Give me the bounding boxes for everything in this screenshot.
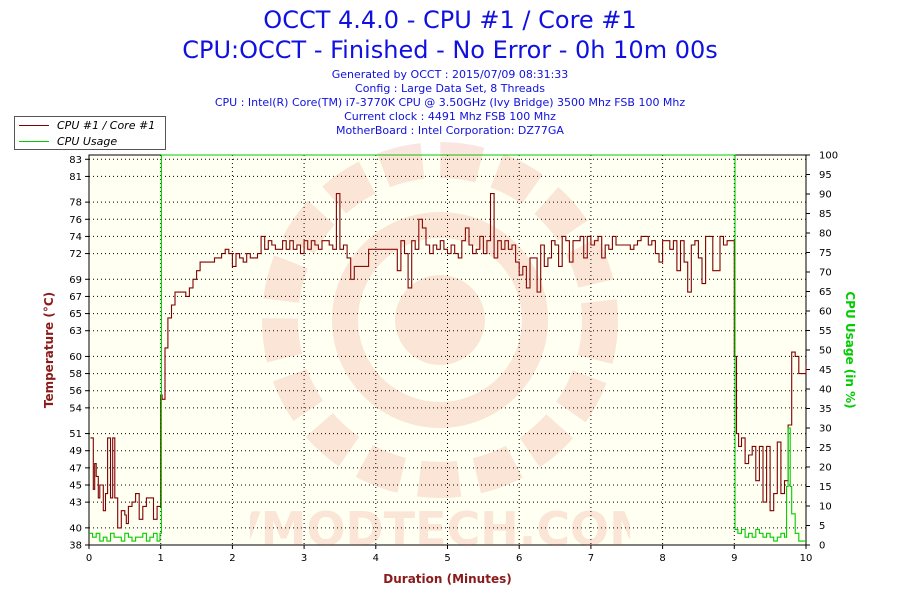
chart-legend: CPU #1 / Core #1 CPU Usage xyxy=(14,116,166,150)
y-left-tick-label: 72 xyxy=(69,249,82,260)
y-left-tick-label: 40 xyxy=(69,523,82,534)
y-right-tick-label: 5 xyxy=(819,521,825,532)
y-right-tick-label: 90 xyxy=(819,190,832,201)
y-right-tick-label: 65 xyxy=(819,287,832,298)
x-tick-label: 0 xyxy=(86,553,92,564)
y-left-tick-label: 38 xyxy=(69,541,82,552)
temperature-series-line xyxy=(90,193,807,529)
x-tick-label: 7 xyxy=(588,553,594,564)
y-left-tick-label: 65 xyxy=(69,309,82,320)
legend-label-cpu-usage: CPU Usage xyxy=(57,135,118,148)
config-info: Config : Large Data Set, 8 Threads xyxy=(355,82,545,95)
y-right-tick-label: 100 xyxy=(819,151,838,162)
generated-info: Generated by OCCT : 2015/07/09 08:31:33 xyxy=(331,68,569,81)
clock-info: Current clock : 4491 Mhz FSB 100 Mhz xyxy=(344,110,556,123)
y-left-tick-label: 51 xyxy=(69,429,82,440)
y-left-axis-label: Temperature (°C) xyxy=(42,292,56,408)
x-tick-label: 6 xyxy=(516,553,522,564)
x-tick-label: 5 xyxy=(444,553,450,564)
plot-area xyxy=(89,155,806,545)
y-left-tick-label: 76 xyxy=(69,215,82,226)
y-right-tick-label: 95 xyxy=(819,170,832,181)
y-right-tick-label: 50 xyxy=(819,346,832,357)
legend-label-temperature: CPU #1 / Core #1 xyxy=(57,119,156,132)
y-right-tick-label: 80 xyxy=(819,229,832,240)
y-left-tick-label: 69 xyxy=(69,275,82,286)
x-tick-label: 2 xyxy=(229,553,235,564)
y-right-tick-label: 55 xyxy=(819,326,832,337)
motherboard-info: MotherBoard : Intel Corporation: DZ77GA xyxy=(336,124,564,137)
x-axis-label: Duration (Minutes) xyxy=(383,572,511,586)
y-right-tick-label: 15 xyxy=(819,482,832,493)
chart-title: OCCT 4.4.0 - CPU #1 / Core #1 xyxy=(263,6,637,34)
y-left-tick-label: 56 xyxy=(69,386,82,397)
y-right-tick-label: 10 xyxy=(819,502,832,513)
y-left-tick-label: 83 xyxy=(69,155,82,166)
y-right-tick-label: 30 xyxy=(819,424,832,435)
y-left-tick-label: 49 xyxy=(69,446,82,457)
y-left-tick-label: 63 xyxy=(69,326,82,337)
y-right-tick-label: 0 xyxy=(819,541,825,552)
legend-item-temperature: CPU #1 / Core #1 xyxy=(19,118,165,133)
y-right-tick-label: 60 xyxy=(819,307,832,318)
y-left-tick-label: 81 xyxy=(69,172,82,183)
y-right-axis-label: CPU Usage (in %) xyxy=(843,291,857,408)
y-right-tick-label: 20 xyxy=(819,463,832,474)
x-tick-label: 1 xyxy=(158,553,164,564)
chart-subtitle: CPU:OCCT - Finished - No Error - 0h 10m … xyxy=(182,36,718,64)
y-right-tick-label: 85 xyxy=(819,209,832,220)
cpu-info: CPU : Intel(R) Core(TM) i7-3770K CPU @ 3… xyxy=(214,96,686,109)
x-tick-label: 4 xyxy=(373,553,379,564)
y-right-tick-label: 40 xyxy=(819,385,832,396)
legend-swatch-cpu-usage xyxy=(19,141,49,142)
y-right-tick-label: 35 xyxy=(819,404,832,415)
y-right-tick-label: 70 xyxy=(819,268,832,279)
x-tick-label: 3 xyxy=(301,553,307,564)
y-left-tick-label: 43 xyxy=(69,498,82,509)
y-left-tick-label: 78 xyxy=(69,198,82,209)
y-left-tick-label: 54 xyxy=(69,403,82,414)
y-right-tick-label: 25 xyxy=(819,443,832,454)
y-left-tick-label: 60 xyxy=(69,352,82,363)
y-right-tick-label: 45 xyxy=(819,365,832,376)
y-right-tick-label: 75 xyxy=(819,248,832,259)
y-left-tick-label: 58 xyxy=(69,369,82,380)
cpu-usage-series-line xyxy=(89,154,806,542)
x-tick-label: 10 xyxy=(800,553,813,564)
legend-swatch-temperature xyxy=(19,125,49,126)
y-left-tick-label: 45 xyxy=(69,481,82,492)
y-left-tick-label: 67 xyxy=(69,292,82,303)
legend-item-cpu-usage: CPU Usage xyxy=(19,134,165,149)
y-left-tick-label: 47 xyxy=(69,463,82,474)
y-left-tick-label: 74 xyxy=(69,232,82,243)
x-tick-label: 8 xyxy=(659,553,665,564)
x-tick-label: 9 xyxy=(731,553,737,564)
